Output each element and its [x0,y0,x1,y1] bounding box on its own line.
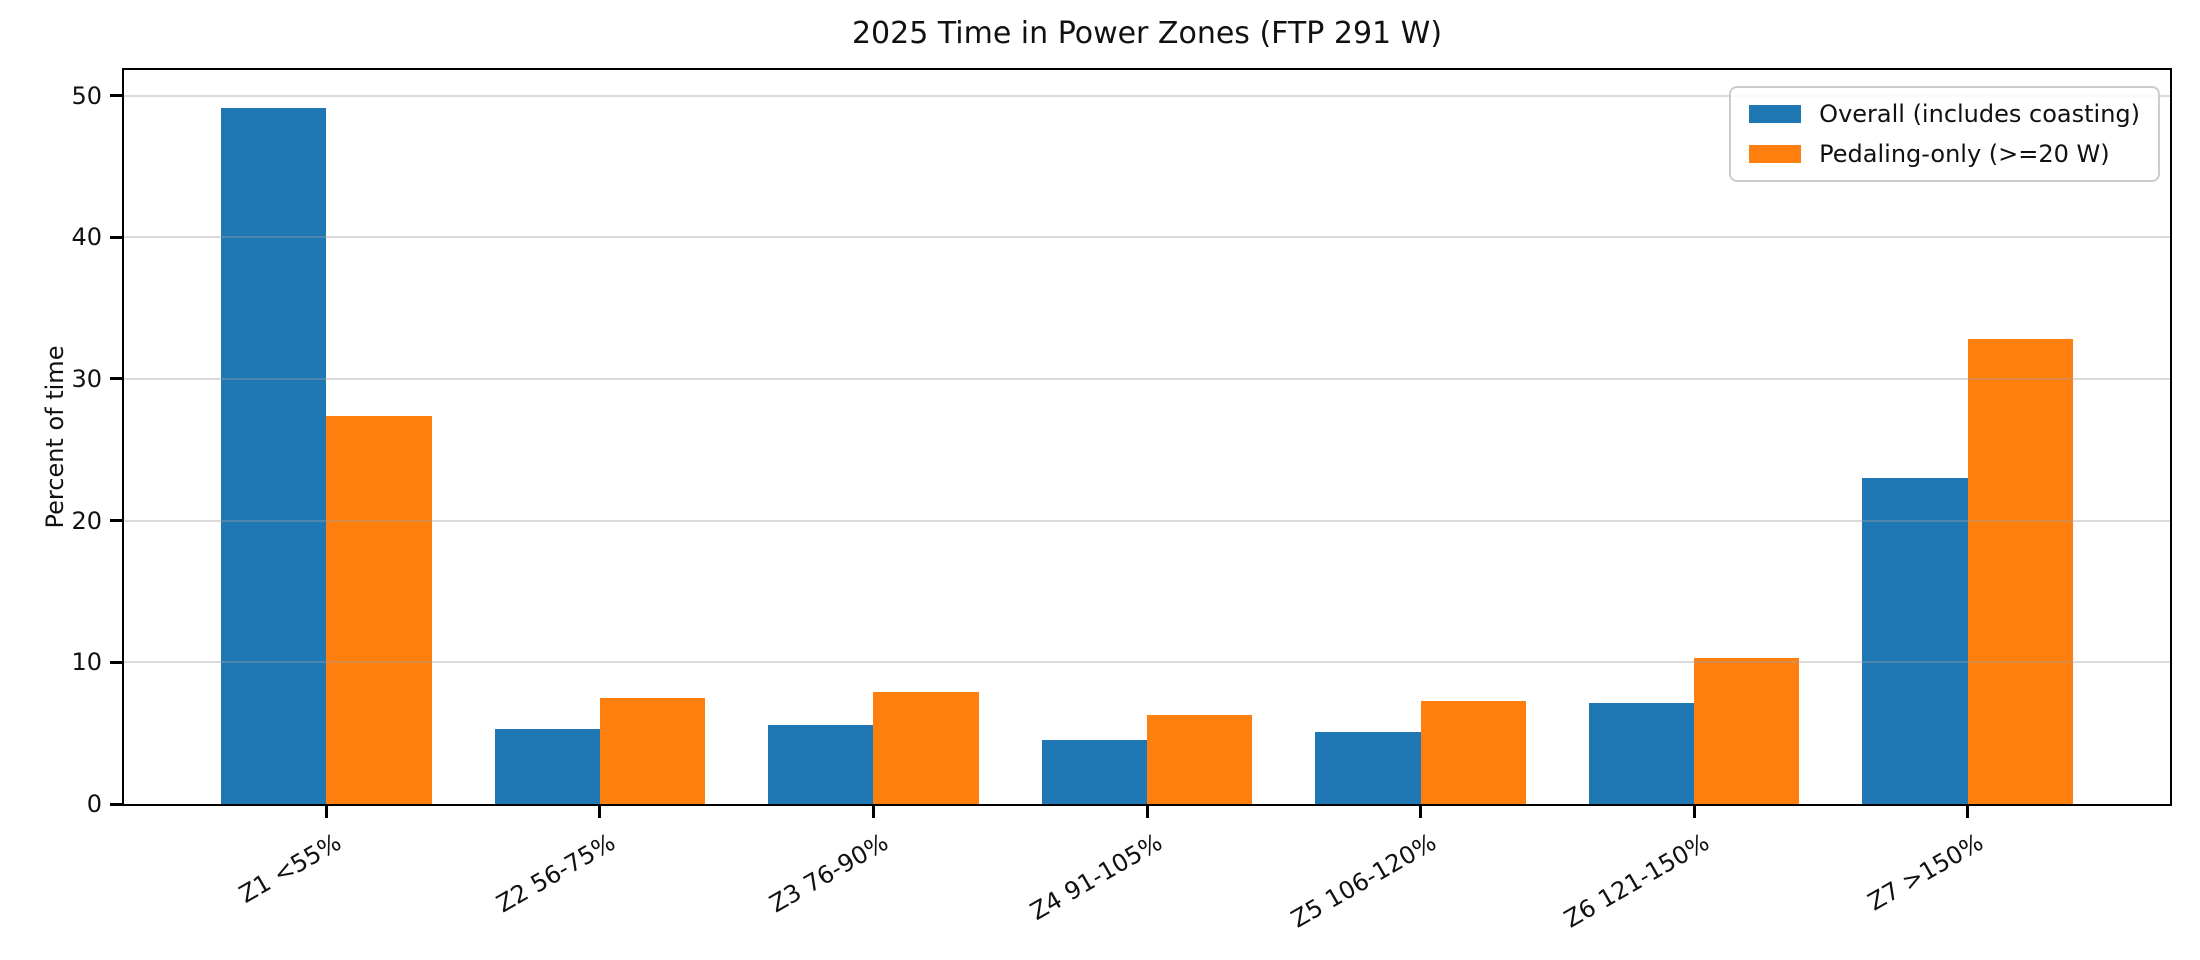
x-tick-label-z5: Z5 106-120% [1285,828,1441,934]
x-tick-mark-z1 [324,806,328,818]
gridline-y40 [124,236,2170,239]
x-tick-mark-z4 [1145,806,1149,818]
bar-overall-z3 [768,724,874,804]
bar-pedaling-z5 [1420,700,1526,804]
bar-pedaling-z4 [1147,714,1253,804]
bar-overall-z6 [1588,703,1695,804]
legend-label-overall: Overall (includes coasting) [1819,100,2140,128]
y-tick-mark-50 [110,94,122,97]
legend-swatch-pedaling [1749,145,1802,163]
bar-pedaling-z3 [873,692,979,804]
y-tick-label-0: 0 [86,790,102,818]
x-tick-mark-z2 [598,806,602,818]
bar-overall-z1 [221,108,327,804]
bar-overall-z5 [1315,731,1421,804]
legend-entry-pedaling: Pedaling-only (>=20 W) [1749,140,2140,168]
y-tick-mark-10 [110,660,122,664]
gridline-y20 [124,519,2170,522]
bar-overall-z2 [494,728,600,804]
bar-pedaling-z1 [326,415,432,804]
y-tick-mark-20 [110,519,122,523]
x-tick-label-z1: Z1 <55% [234,828,347,909]
x-tick-label-z7: Z7 >150% [1862,828,1988,917]
bar-pedaling-z2 [599,697,706,804]
x-tick-mark-z5 [1419,806,1423,818]
legend: Overall (includes coasting) Pedaling-onl… [1729,86,2160,182]
bar-overall-z4 [1041,740,1147,804]
x-tick-mark-z3 [871,806,875,818]
x-tick-label-z6: Z6 121-150% [1559,828,1715,934]
legend-label-pedaling: Pedaling-only (>=20 W) [1819,140,2110,168]
y-tick-label-50: 50 [71,81,102,110]
legend-entry-overall: Overall (includes coasting) [1749,100,2140,128]
plot-area [122,68,2172,806]
gridline-y10 [124,661,2170,664]
y-tick-label-40: 40 [71,223,102,252]
chart-title: 2025 Time in Power Zones (FTP 291 W) [851,16,1443,51]
gridline-y50 [124,94,2170,97]
x-tick-mark-z6 [1692,806,1696,818]
x-tick-mark-z7 [1966,806,1970,818]
y-tick-mark-40 [110,235,122,239]
x-tick-label-z2: Z2 56-75% [491,828,620,919]
y-tick-label-20: 20 [71,506,102,535]
bar-overall-z7 [1862,478,1968,804]
gridline-y30 [124,377,2170,380]
bar-pedaling-z6 [1694,658,1800,804]
x-tick-label-z4: Z4 91-105% [1025,828,1167,926]
legend-swatch-overall [1749,105,1802,123]
y-tick-label-30: 30 [71,364,102,393]
bar-pedaling-z7 [1967,339,2073,804]
x-tick-label-z3: Z3 76-90% [765,828,894,919]
y-tick-label-10: 10 [71,648,102,677]
y-tick-mark-0 [110,802,122,806]
y-tick-mark-30 [110,377,122,381]
